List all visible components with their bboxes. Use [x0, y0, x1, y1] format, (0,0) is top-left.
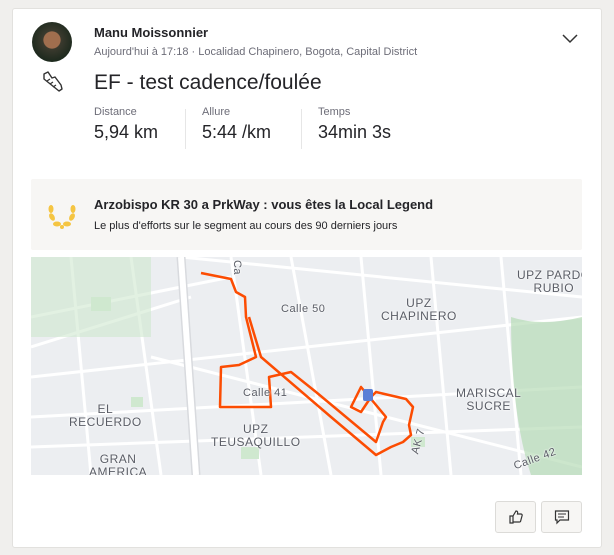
legend-title: Arzobispo KR 30 a PrkWay : vous êtes la …: [94, 197, 434, 212]
running-shoe-icon: [43, 71, 63, 92]
map-label: MARISCAL SUCRE: [456, 386, 522, 413]
divider: [185, 109, 186, 149]
avatar[interactable]: [32, 22, 72, 62]
stat-pace: Allure 5:44 /km: [202, 106, 271, 143]
stat-label: Distance: [94, 106, 137, 118]
comment-icon: [554, 510, 569, 525]
stat-time: Temps 34min 3s: [318, 106, 391, 143]
stat-value: 5:44 /km: [202, 122, 272, 142]
map-label: Calle 41: [243, 387, 288, 399]
athlete-name[interactable]: Manu Moissonnier: [94, 25, 209, 40]
kudos-button[interactable]: [495, 501, 536, 533]
stat-value: 34min 3s: [318, 122, 392, 142]
comment-button[interactable]: [541, 501, 582, 533]
stat-label: Temps: [318, 106, 351, 118]
route-map[interactable]: Calle 50 Ca UPZ CHAPINERO UPZ PARDO RUBI…: [31, 257, 582, 475]
route-line: [200, 271, 415, 457]
laurel-icon: [48, 205, 76, 229]
map-label: EL RECUERDO: [69, 402, 142, 429]
map-label: GRAN AMERICA: [89, 452, 148, 476]
local-legend-banner[interactable]: Arzobispo KR 30 a PrkWay : vous êtes la …: [31, 179, 582, 250]
map-label: Calle 50: [281, 303, 326, 315]
thumbs-up-icon: [508, 510, 523, 524]
map-background: [31, 257, 582, 475]
divider: [301, 109, 302, 149]
stat-value: 5,94 km: [94, 122, 159, 142]
chevron-down-icon[interactable]: [561, 29, 579, 47]
map-label: UPZ PARDO RUBIO: [517, 268, 582, 295]
activity-title[interactable]: EF - test cadence/foulée: [94, 71, 322, 94]
stat-distance: Distance 5,94 km: [94, 106, 158, 143]
map-label: UPZ CHAPINERO: [381, 296, 457, 323]
activity-meta: Aujourd'hui à 17:18 · Localidad Chapiner…: [94, 46, 418, 58]
map-label: UPZ TEUSAQUILLO: [211, 422, 301, 449]
stat-label: Allure: [202, 106, 231, 118]
activity-card: Manu Moissonnier Aujourd'hui à 17:18 · L…: [12, 8, 602, 548]
legend-subtitle: Le plus d'efforts sur le segment au cour…: [94, 220, 398, 232]
map-label: Ca: [231, 259, 244, 276]
transit-icon: [363, 389, 373, 401]
